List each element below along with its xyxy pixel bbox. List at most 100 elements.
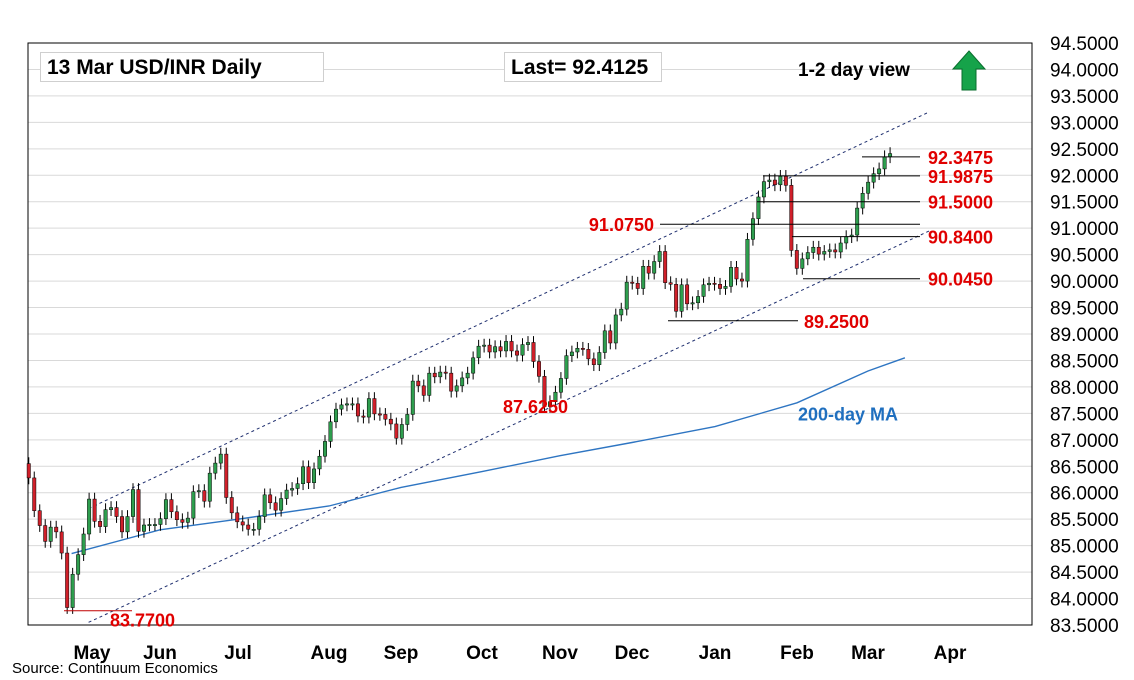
candle-body <box>388 418 393 425</box>
candle-body <box>515 350 519 356</box>
x-tick-label: Jul <box>224 643 251 664</box>
candle-body <box>866 181 871 194</box>
candle <box>251 522 256 536</box>
candle <box>871 167 876 189</box>
level-label: 83.7700 <box>110 611 175 631</box>
candle <box>54 520 59 539</box>
candle <box>679 278 684 318</box>
candle-body <box>564 355 569 379</box>
candle-body <box>37 510 42 526</box>
candle <box>317 449 322 476</box>
candle-body <box>619 308 624 316</box>
candle-body <box>652 261 657 274</box>
candle <box>158 512 163 531</box>
candle <box>235 506 240 529</box>
candle-body <box>169 499 174 513</box>
candle-body <box>306 466 311 483</box>
candle <box>729 260 733 293</box>
candle-body <box>740 278 744 282</box>
candle-body <box>191 491 196 519</box>
up-arrow-icon <box>952 50 986 91</box>
candle <box>202 484 207 508</box>
candle <box>564 349 569 385</box>
candle <box>191 485 196 525</box>
chart-title: 13 Mar USD/INR Daily <box>40 52 324 82</box>
source-note: Source: Continuum Economics <box>12 660 218 677</box>
candle-body <box>729 267 733 287</box>
candle <box>92 492 97 528</box>
candle-body <box>871 173 876 183</box>
candle <box>805 246 810 266</box>
y-tick-label: 94.5000 <box>1050 34 1119 55</box>
candle <box>32 471 37 518</box>
candle-body <box>465 372 470 379</box>
candle-body <box>547 401 552 407</box>
candle-body <box>701 284 706 297</box>
candle <box>366 392 371 424</box>
y-tick-label: 86.5000 <box>1050 457 1119 478</box>
candle-body <box>443 371 448 374</box>
candle-body <box>482 344 487 347</box>
candle-body <box>366 398 371 418</box>
candle <box>547 395 552 413</box>
candle <box>388 412 393 431</box>
candle-body <box>877 168 882 174</box>
candle <box>531 336 536 368</box>
candle <box>602 324 607 359</box>
candle-body <box>449 372 454 392</box>
candle <box>838 236 843 259</box>
candle-body <box>218 453 223 464</box>
candle-body <box>240 521 245 526</box>
candle-body <box>257 516 262 530</box>
candle-body <box>668 282 673 285</box>
candle <box>432 366 437 384</box>
candle-body <box>844 236 849 244</box>
candle-body <box>811 246 816 253</box>
candle <box>586 342 591 366</box>
level-label: 90.0450 <box>928 270 993 290</box>
candle-body <box>180 519 185 523</box>
x-tick-label: Jun <box>143 643 177 664</box>
candle-body <box>586 349 591 360</box>
x-tick-label: May <box>74 643 111 664</box>
candle <box>635 276 640 295</box>
candle-body <box>558 378 563 393</box>
candle-body <box>196 490 201 493</box>
y-tick-label: 89.5000 <box>1050 299 1119 320</box>
candle <box>421 379 426 402</box>
level-label: 87.6250 <box>503 397 568 417</box>
candle <box>174 505 179 527</box>
candle <box>504 335 509 358</box>
candle <box>696 290 701 310</box>
candle <box>860 186 865 215</box>
candle-body <box>26 463 31 479</box>
candle-body <box>421 385 426 396</box>
candle <box>827 243 832 258</box>
candle-body <box>761 181 766 198</box>
candle <box>471 351 476 380</box>
candle-body <box>158 518 163 525</box>
candle-body <box>109 507 114 510</box>
candle <box>800 252 805 275</box>
candle-body <box>301 466 306 484</box>
candle-body <box>750 218 755 240</box>
y-tick-label: 84.5000 <box>1050 563 1119 584</box>
candle <box>169 493 174 519</box>
candle <box>449 366 454 398</box>
candle <box>553 385 558 409</box>
y-axis: 83.5000 84.0000 84.5000 85.0000 85.5000 86.00… <box>1050 34 1119 637</box>
candle-body <box>355 403 360 417</box>
candle <box>718 277 722 295</box>
candle-body <box>345 403 349 406</box>
candle-body <box>718 284 722 289</box>
candle <box>580 341 585 356</box>
y-tick-label: 89.0000 <box>1050 325 1119 346</box>
candle-body <box>229 497 234 514</box>
candle <box>750 212 755 246</box>
candle-body <box>723 286 728 289</box>
candle <box>136 483 141 538</box>
candle <box>405 408 410 431</box>
candle-body <box>268 494 273 504</box>
candle <box>515 344 519 362</box>
